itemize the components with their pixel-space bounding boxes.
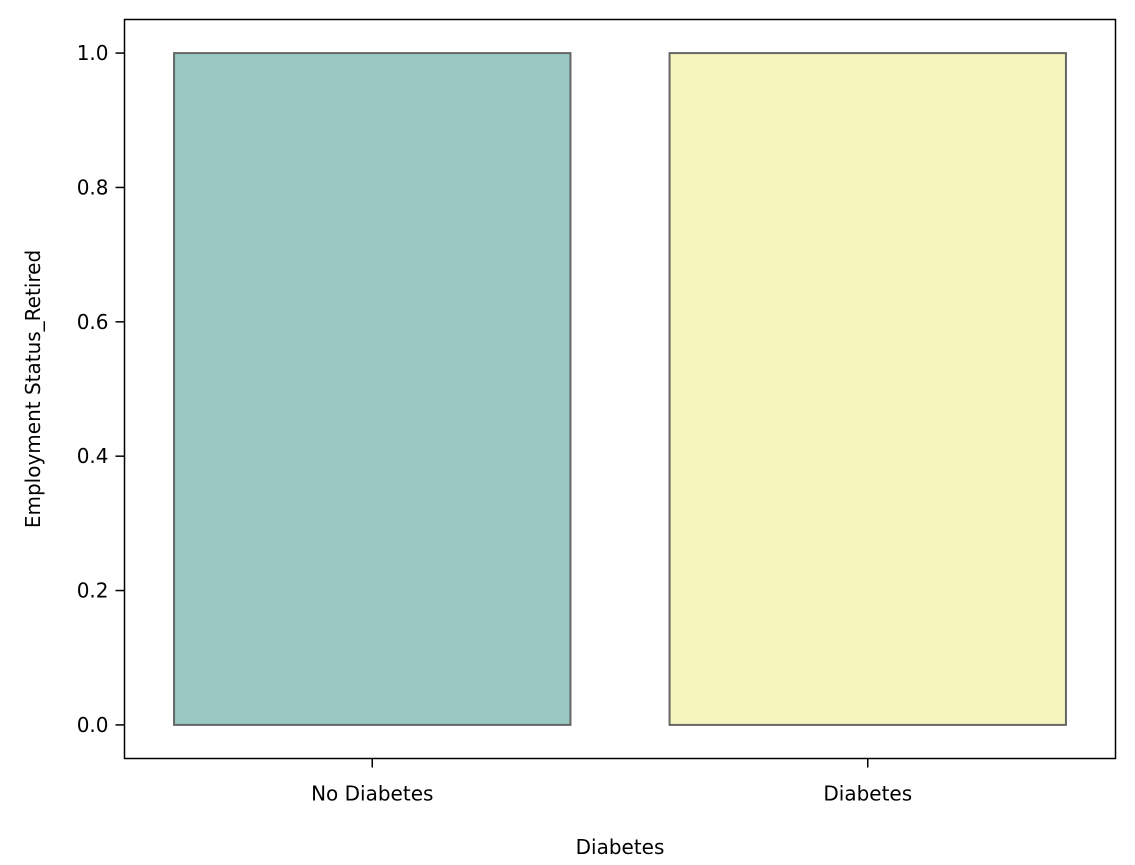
y-tick-label: 0.4	[77, 444, 109, 468]
y-tick-label: 0.0	[77, 713, 109, 737]
y-tick-label: 0.6	[77, 310, 109, 334]
x-tick-label: Diabetes	[823, 782, 912, 806]
y-tick-label: 0.8	[77, 175, 109, 199]
bar-no-diabetes	[173, 52, 572, 726]
y-tick-label: 0.2	[77, 579, 109, 603]
bars-layer	[173, 52, 1067, 726]
x-axis-title: Diabetes	[576, 835, 665, 859]
x-tick-label: No Diabetes	[311, 782, 433, 806]
plot-area-frame	[123, 18, 1117, 760]
bar-diabetes	[668, 52, 1067, 726]
y-axis-title: Employment Status_Retired	[21, 250, 45, 528]
x-axis: No Diabetes Diabetes	[311, 758, 912, 806]
y-tick-label: 1.0	[77, 41, 109, 65]
y-axis: 0.0 0.2 0.4 0.6 0.8 1.0	[77, 41, 125, 737]
